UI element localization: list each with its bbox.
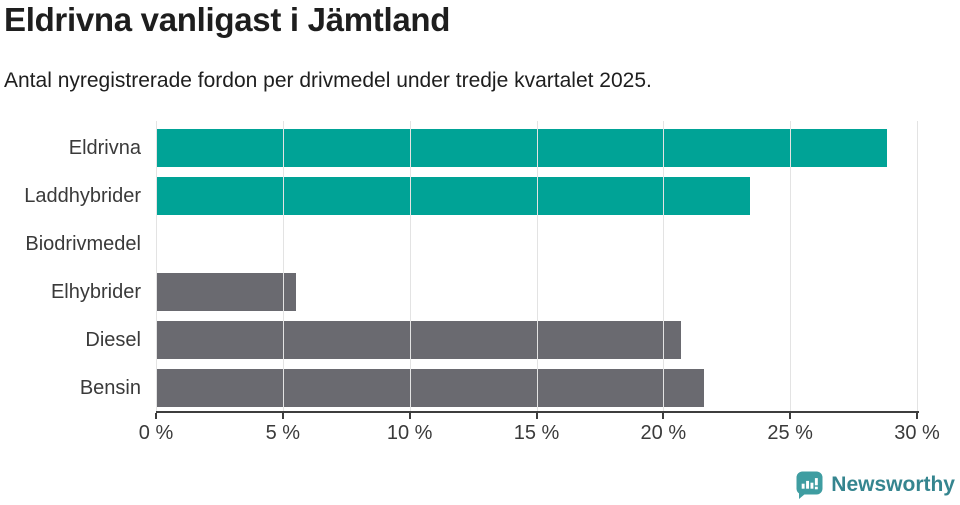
bar-elhybrider [156, 273, 296, 311]
brand-name: Newsworthy [831, 473, 955, 496]
x-axis-tick-label: 20 % [640, 422, 687, 444]
bar-bensin [156, 369, 704, 407]
bar-eldrivna [156, 129, 887, 167]
x-axis-tick-label: 0 % [138, 422, 174, 444]
gridline [536, 121, 538, 413]
plot-area: 0 % 5 % 10 % 15 % 20 % 25 % 30 % [139, 121, 940, 444]
category-label-biodrivmedel: Biodrivmedel [25, 233, 141, 255]
gridline [917, 121, 918, 413]
bar-laddhybrider [156, 177, 750, 215]
x-axis-tick [281, 413, 284, 419]
category-label-eldrivna: Eldrivna [68, 137, 141, 159]
chart-subtitle: Antal nyregistrerade fordon per drivmede… [4, 69, 652, 92]
x-axis-tick-label: 15 % [513, 422, 560, 444]
x-axis-tick [535, 413, 538, 419]
gridline [409, 121, 411, 413]
x-axis-tick [789, 413, 792, 419]
newsworthy-logo-icon [796, 471, 823, 499]
y-axis-labels: Eldrivna Laddhybrider Biodrivmedel Elhybrid… [0, 121, 141, 413]
x-axis-tick [916, 413, 918, 419]
x-axis-tick-label: 5 % [265, 422, 301, 444]
chart-title: Eldrivna vanligast i Jämtland [4, 1, 451, 38]
bar-diesel [156, 321, 682, 359]
gridline [663, 121, 665, 413]
category-label-laddhybrider: Laddhybrider [24, 185, 141, 207]
category-label-elhybrider: Elhybrider [50, 281, 141, 303]
gridline [282, 121, 284, 413]
x-axis-tick [662, 413, 665, 419]
x-axis-tick-label: 30 % [894, 422, 940, 444]
footer-brand: Newsworthy [795, 470, 955, 500]
category-label-diesel: Diesel [85, 329, 141, 351]
x-axis-tick-label: 25 % [767, 422, 813, 444]
gridline [156, 121, 157, 413]
x-axis-line [156, 411, 919, 413]
category-label-bensin: Bensin [79, 377, 141, 399]
gridline [790, 121, 792, 413]
x-axis-tick [408, 413, 411, 419]
x-axis-tick-label: 10 % [386, 422, 433, 444]
x-axis-tick [155, 413, 157, 419]
